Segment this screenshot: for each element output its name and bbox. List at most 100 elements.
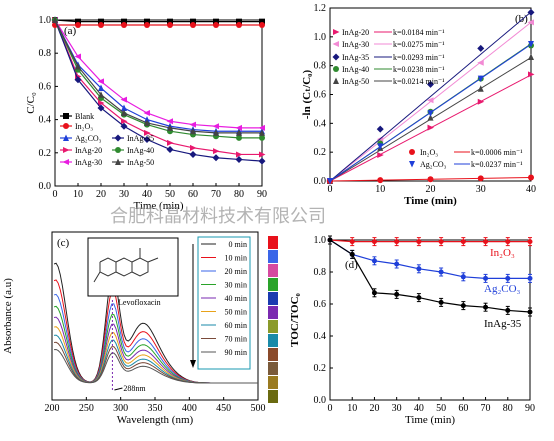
x-tick-label: 10 (375, 184, 385, 195)
y-tick-label: 0.8 (39, 48, 52, 59)
x-tick-label: 60 (188, 189, 198, 200)
data-point (167, 18, 173, 25)
data-point (416, 295, 422, 301)
x-tick-label: 10 (73, 189, 83, 200)
y-tick-label: 1.2 (314, 3, 327, 14)
x-tick-label: 60 (458, 403, 468, 414)
x-tick-label: 30 (476, 184, 486, 195)
legend-label: 30 min (225, 281, 247, 290)
legend-label: Blank (75, 112, 94, 121)
data-point (483, 304, 489, 310)
legend-marker (409, 149, 415, 155)
y-tick-label: 0.4 (314, 331, 327, 342)
y-tick-label: 0.8 (314, 267, 327, 278)
data-point (527, 8, 535, 16)
data-point (121, 118, 128, 125)
legend-k-label: k=0.0184 min⁻¹ (393, 28, 445, 37)
swatch (268, 362, 278, 375)
x-tick-label: 80 (234, 189, 244, 200)
x-tick-label: 20 (426, 184, 436, 195)
y-tick-label: 0.2 (314, 363, 327, 374)
series-line (54, 19, 262, 23)
legend-label: InAg-35 (127, 134, 154, 143)
x-tick-label: 200 (45, 403, 60, 414)
panel-b: 0 10 20 30 40 0.0 0.2 0.4 0.6 0.8 1.0 1.2 Time (min)… (301, 3, 536, 207)
data-point (236, 151, 243, 158)
inset-label: Levofloxacin (118, 298, 161, 307)
inset-box (87, 237, 179, 297)
data-point (528, 41, 534, 48)
data-point (483, 239, 489, 245)
legend-k-label: k=0.0006 min⁻¹ (471, 148, 523, 157)
data-point (477, 75, 484, 83)
legend-marker (63, 134, 69, 141)
data-point (143, 136, 151, 144)
x-tick-label: 20 (96, 189, 106, 200)
data-point (120, 96, 127, 103)
data-point (121, 104, 127, 111)
legend-label: InAg-35 (342, 53, 369, 62)
watermark: 合肥科晶材料技术有限公司 (110, 206, 326, 226)
y-tick-label: 0.2 (39, 148, 52, 159)
data-point (427, 124, 434, 131)
panel-label: (a) (64, 25, 77, 37)
data-point (75, 18, 81, 25)
data-point (438, 299, 444, 305)
y-axis-label: TOC/TOC₀ (289, 292, 301, 346)
data-point (371, 239, 377, 245)
legend-k-label: k=0.0214 min⁻¹ (393, 77, 445, 86)
legend-label: Ag₂CO₃ (75, 134, 102, 143)
data-point (427, 97, 434, 104)
x-tick-label: 10 (347, 403, 357, 414)
data-point (349, 239, 355, 245)
molecule-bond (147, 257, 159, 263)
data-point (189, 150, 197, 158)
data-point (259, 134, 265, 141)
data-point (438, 269, 444, 275)
panel-label: (c) (57, 237, 70, 249)
data-point (190, 21, 196, 28)
data-point (527, 275, 533, 281)
panel-label: (d) (345, 259, 358, 271)
legend-marker (332, 41, 339, 47)
data-point (121, 18, 127, 25)
data-point (527, 309, 533, 315)
data-point (144, 21, 150, 28)
data-point (74, 53, 81, 60)
legend-k-label: k=0.0238 min⁻¹ (393, 65, 445, 74)
swatch (268, 264, 278, 277)
series-label: Ag₂CO₃ (484, 283, 521, 295)
legend-label: Ag₂CO₃ (420, 160, 447, 169)
legend-label: 10 min (225, 254, 247, 263)
time-arrow-head (190, 360, 196, 368)
y-tick-label: 1.0 (39, 15, 52, 26)
data-point (235, 124, 242, 131)
x-tick-label: 30 (119, 189, 129, 200)
data-point (167, 21, 173, 28)
molecule-ring (131, 257, 149, 277)
legend-label: InAg-50 (127, 158, 154, 167)
data-point (505, 307, 511, 313)
x-tick-label: 400 (182, 403, 197, 414)
legend-marker (333, 77, 339, 84)
data-point (528, 53, 534, 61)
spectrum-line (54, 348, 258, 384)
data-point (394, 239, 400, 245)
x-tick-label: 80 (503, 403, 513, 414)
fit-line (329, 11, 532, 182)
series-line (54, 19, 262, 134)
data-point (259, 129, 265, 136)
x-tick-label: 70 (481, 403, 491, 414)
data-point (416, 266, 422, 272)
data-point (427, 110, 434, 117)
data-point (427, 80, 434, 88)
x-tick-label: 500 (251, 403, 266, 414)
data-point (327, 237, 333, 243)
y-axis-label: -ln (Cₜ/C₀) (301, 70, 313, 120)
peak-arrow (114, 387, 123, 391)
x-tick-label: 0 (53, 189, 58, 200)
legend-marker (114, 134, 122, 142)
x-tick-label: 70 (211, 189, 221, 200)
data-point (236, 129, 242, 136)
